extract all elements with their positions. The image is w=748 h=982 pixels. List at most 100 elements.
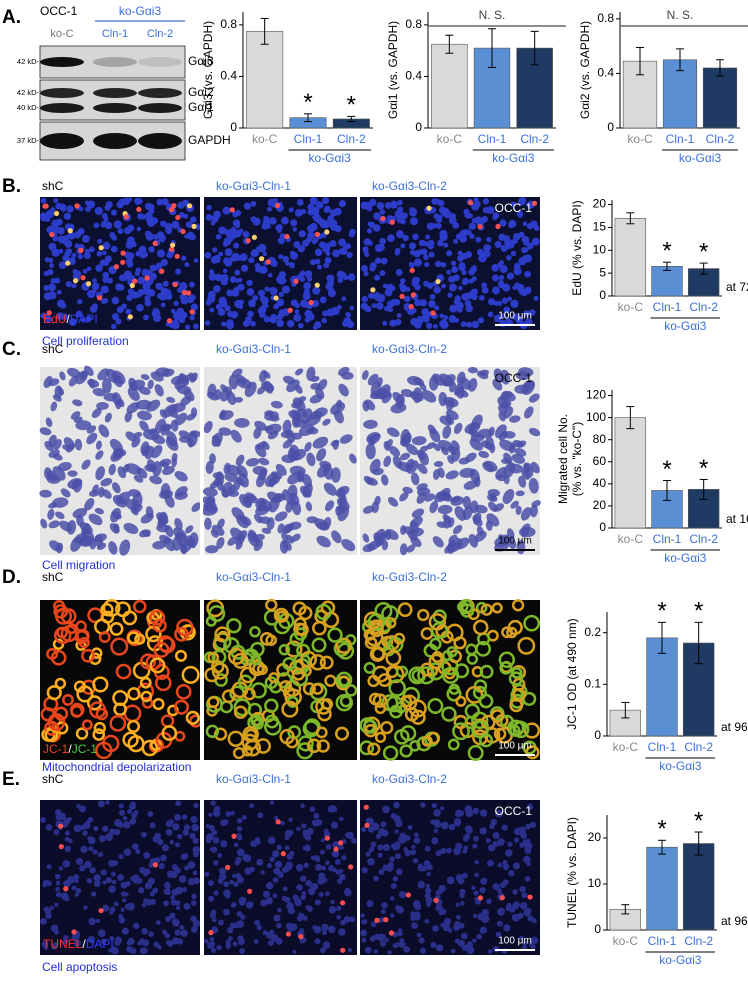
cell [328,865,335,872]
cell [102,489,112,499]
cell [435,890,441,895]
cell [336,878,343,885]
cell [526,222,534,230]
cell [111,879,117,885]
cell [370,841,377,848]
cell [171,918,177,924]
cell [104,255,112,263]
cell [127,387,140,402]
cell [53,942,59,947]
cell [405,458,415,472]
cell [81,719,93,731]
cell [315,726,328,739]
row-label: Gαi1 [188,100,214,114]
cell [336,905,342,911]
cell [306,427,319,435]
cell [269,856,276,863]
cell [393,841,401,849]
cell [147,379,154,390]
cell [54,277,61,284]
cell [277,228,282,234]
cell [269,800,275,805]
cell [59,203,67,211]
cell [155,920,161,925]
cell [174,491,188,500]
cell [343,888,352,897]
cell [253,939,259,944]
cell [208,895,215,902]
cell [156,512,169,525]
cell [293,313,302,322]
cell [441,706,457,722]
cell [236,477,244,486]
cell [528,393,540,403]
cell [281,700,299,718]
cell [163,888,171,895]
cell [237,283,245,291]
cell [365,443,376,460]
cell [54,873,61,880]
cell [174,412,188,426]
cell [340,919,346,926]
cell [111,947,119,955]
cell [344,832,350,838]
cell [142,939,150,947]
y-axis-label: Gαi1 (vs. GAPDH) [386,21,400,119]
significance-marker: * [662,456,671,483]
cell [312,206,320,214]
cell [498,411,506,422]
labeled-cell [98,908,104,914]
cell [288,207,294,213]
cell [443,242,449,248]
cell [102,598,121,617]
cell [62,860,70,868]
cell [264,410,274,417]
cell [493,314,502,323]
cell [100,221,107,228]
cell [207,696,220,709]
cell [91,407,102,419]
labeled-cell [78,247,84,253]
cell [323,262,330,269]
cell [114,818,122,827]
cell [423,254,429,261]
cell [414,832,419,838]
cell [471,711,489,729]
cell [325,860,330,866]
cell [74,270,82,278]
cell [279,680,293,693]
cell [479,827,487,835]
group-label: ko-Gαi3 [679,151,722,165]
cell [397,602,413,618]
cell [46,685,62,701]
cell [334,726,350,741]
scale-label: 100 μm [498,741,532,752]
cell [92,728,106,741]
cell [295,864,304,872]
cell [116,491,131,505]
cell [216,537,225,549]
cell [506,902,512,908]
stain-part: / [82,937,86,951]
cell [322,941,331,949]
labeled-cell [274,202,281,209]
labeled-cell [159,268,165,274]
cell [139,947,147,955]
cell [367,373,379,386]
cell [363,419,378,429]
cell [236,832,242,839]
stain-part: / [68,742,72,756]
cell [455,914,461,920]
cell [413,837,421,844]
band [138,88,182,98]
cell [164,292,173,300]
cell [222,206,231,215]
cell [190,900,197,906]
cell [394,247,401,254]
cell [309,806,316,813]
panel-label: B. [2,176,21,197]
cell [270,400,283,409]
cell [44,315,52,323]
y-axis-label: Gαi3 (vs. GAPDH) [201,21,215,119]
cell [425,896,433,904]
